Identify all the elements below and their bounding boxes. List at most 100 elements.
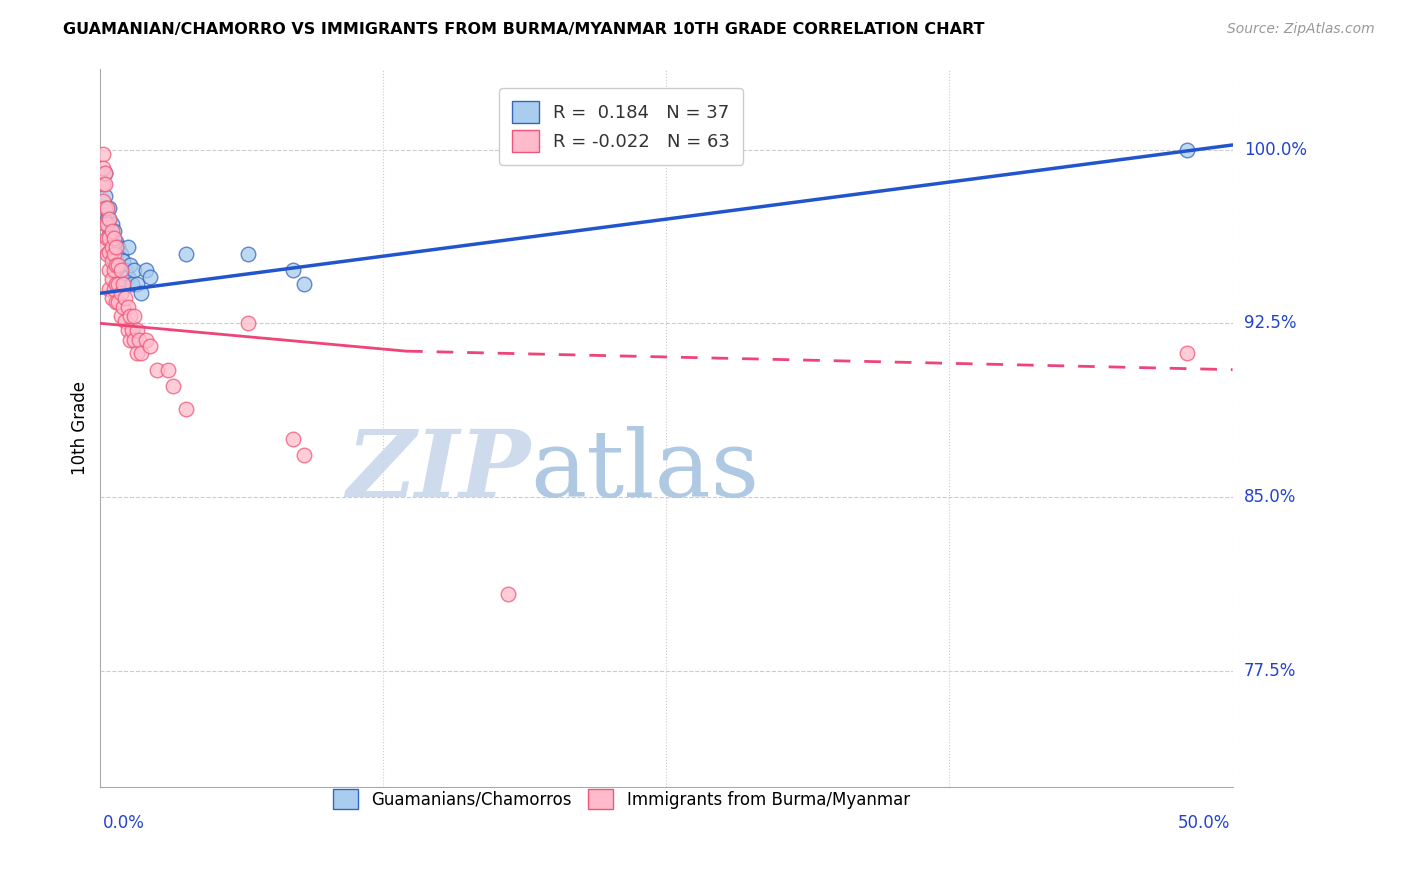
Point: [91, 194, 114, 208]
Point: [1175, 346, 1198, 360]
Point: [103, 224, 125, 238]
Point: [103, 247, 125, 261]
Point: [124, 263, 146, 277]
Text: atlas: atlas: [530, 425, 759, 516]
Point: [124, 310, 146, 324]
Point: [157, 362, 180, 376]
Point: [94, 201, 117, 215]
Point: [96, 212, 118, 227]
Text: 77.5%: 77.5%: [1244, 662, 1296, 680]
Point: [91, 161, 114, 175]
Point: [94, 240, 117, 254]
Point: [100, 291, 122, 305]
Point: [103, 230, 125, 244]
Point: [110, 247, 132, 261]
Point: [105, 235, 128, 250]
Point: [281, 432, 304, 446]
Point: [117, 270, 139, 285]
Point: [105, 259, 128, 273]
Point: [1175, 143, 1198, 157]
Point: [94, 217, 117, 231]
Text: Source: ZipAtlas.com: Source: ZipAtlas.com: [1227, 22, 1375, 37]
Legend: Guamanians/Chamorros, Immigrants from Burma/Myanmar: Guamanians/Chamorros, Immigrants from Bu…: [325, 780, 918, 818]
Point: [121, 277, 143, 291]
Text: 92.5%: 92.5%: [1244, 314, 1296, 333]
Point: [236, 316, 259, 330]
Point: [176, 247, 198, 261]
Point: [96, 201, 118, 215]
Point: [96, 217, 118, 231]
Point: [98, 282, 121, 296]
Point: [98, 212, 121, 227]
Point: [114, 291, 136, 305]
Point: [118, 259, 141, 273]
Point: [94, 178, 117, 192]
Point: [98, 212, 121, 227]
Point: [118, 333, 141, 347]
Point: [107, 295, 129, 310]
Point: [96, 247, 118, 261]
Point: [125, 323, 148, 337]
Point: [98, 263, 121, 277]
Point: [125, 346, 148, 360]
Point: [281, 263, 304, 277]
Point: [162, 379, 184, 393]
Point: [117, 240, 139, 254]
Point: [110, 270, 132, 285]
Point: [111, 277, 134, 291]
Point: [107, 259, 129, 273]
Text: GUAMANIAN/CHAMORRO VS IMMIGRANTS FROM BURMA/MYANMAR 10TH GRADE CORRELATION CHART: GUAMANIAN/CHAMORRO VS IMMIGRANTS FROM BU…: [63, 22, 984, 37]
Text: 85.0%: 85.0%: [1244, 488, 1296, 506]
Point: [96, 230, 118, 244]
Point: [110, 310, 132, 324]
Point: [100, 230, 122, 244]
Point: [110, 286, 132, 301]
Point: [91, 212, 114, 227]
Point: [129, 346, 152, 360]
Point: [91, 178, 114, 192]
Point: [94, 166, 117, 180]
Point: [125, 277, 148, 291]
Point: [292, 277, 315, 291]
Point: [103, 240, 125, 254]
Point: [105, 295, 128, 310]
Point: [292, 449, 315, 463]
Point: [124, 333, 146, 347]
Point: [100, 224, 122, 238]
Point: [121, 323, 143, 337]
Point: [100, 253, 122, 268]
Point: [98, 201, 121, 215]
Point: [107, 277, 129, 291]
Point: [100, 272, 122, 286]
Point: [103, 263, 125, 277]
Point: [114, 314, 136, 328]
Point: [91, 147, 114, 161]
Text: 50.0%: 50.0%: [1177, 814, 1230, 832]
Point: [98, 244, 121, 259]
Point: [110, 263, 132, 277]
Point: [98, 228, 121, 243]
Y-axis label: 10th Grade: 10th Grade: [72, 381, 89, 475]
Point: [117, 300, 139, 314]
Point: [118, 310, 141, 324]
Point: [103, 282, 125, 296]
Point: [105, 247, 128, 261]
Point: [107, 263, 129, 277]
Point: [135, 263, 157, 277]
Point: [128, 333, 150, 347]
Point: [135, 333, 157, 347]
Point: [236, 247, 259, 261]
Point: [129, 286, 152, 301]
Point: [105, 263, 128, 277]
Point: [100, 217, 122, 231]
Point: [111, 253, 134, 268]
Point: [105, 277, 128, 291]
Point: [114, 263, 136, 277]
Point: [146, 362, 169, 376]
Point: [105, 240, 128, 254]
Point: [111, 300, 134, 314]
Point: [98, 230, 121, 244]
Point: [139, 339, 162, 353]
Text: 0.0%: 0.0%: [103, 814, 145, 832]
Point: [117, 323, 139, 337]
